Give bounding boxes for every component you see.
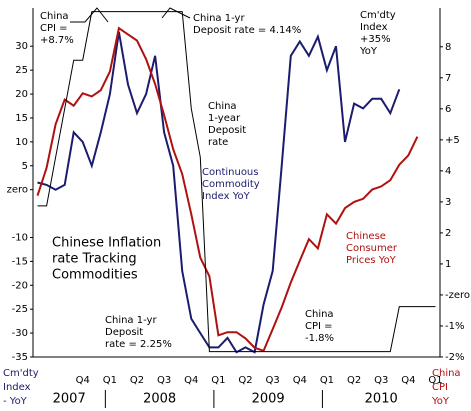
y-tick-label: -30 [12, 328, 28, 339]
y-tick-label: 15 [15, 113, 28, 124]
y2-axis-label: YoY [431, 396, 450, 407]
y-tick-label: 5 [22, 161, 28, 172]
annotation: Continuous [202, 167, 258, 178]
x-tick-label: Q4 [293, 375, 307, 386]
annotation: Chinese [346, 231, 386, 242]
annotation: rate = 2.25% [105, 339, 172, 350]
y2-tick-label: -2% [445, 352, 464, 363]
y-tick-label: 30 [15, 41, 28, 52]
year-label: 2010 [365, 392, 398, 407]
year-label: 2007 [53, 392, 86, 407]
annotation: Deposit [208, 125, 246, 136]
year-label: 2008 [143, 392, 176, 407]
x-tick-label: Q1 [320, 375, 334, 386]
annotation: China [208, 101, 237, 112]
annotation: Index YoY [202, 191, 251, 202]
y-tick-label: 25 [15, 65, 28, 76]
y2-axis-label: China [432, 368, 461, 379]
annotation: Prices YoY [346, 255, 397, 266]
y2-tick-label: 6 [445, 104, 451, 115]
x-tick-label: Q1 [428, 375, 442, 386]
y-tick-label: -15 [12, 256, 28, 267]
annotation: China [40, 11, 69, 22]
y2-tick-label: -zero [445, 290, 470, 301]
annotation: China [305, 309, 334, 320]
annotation: China 1-yr [193, 13, 245, 24]
x-tick-label: Q2 [347, 375, 361, 386]
x-tick-label: Q2 [238, 375, 252, 386]
annotation: Chinese Inflation [52, 236, 161, 251]
annotation: YoY [359, 46, 378, 57]
series-line [37, 31, 401, 354]
annotation: +35% [360, 34, 391, 45]
y2-tick-label: 2 [445, 228, 451, 239]
annotation: Deposit [105, 327, 143, 338]
callout-leader [161, 7, 191, 19]
annotation: +8.7% [40, 35, 74, 46]
y-tick-label: -25 [12, 304, 28, 315]
annotation: Commodity [202, 179, 260, 190]
x-tick-label: Q3 [157, 375, 171, 386]
annotation: rate [208, 137, 228, 148]
x-tick-label: Q4 [76, 375, 90, 386]
annotation: CPI = [40, 23, 68, 34]
x-tick-label: Q2 [130, 375, 144, 386]
x-tick-label: Q3 [266, 375, 280, 386]
y-tick-label: -10 [12, 232, 28, 243]
y-tick-label: -35 [12, 352, 28, 363]
y2-tick-label: 8 [445, 42, 451, 53]
year-label: 2009 [252, 392, 285, 407]
y-tick-label: 20 [15, 89, 28, 100]
x-tick-label: Q1 [103, 375, 117, 386]
y-tick-label: -20 [12, 280, 28, 291]
y2-tick-label: 7 [445, 73, 451, 84]
y2-axis-label: CPI [432, 382, 448, 393]
y2-tick-label: 3 [445, 197, 451, 208]
annotation: CPI = [305, 321, 333, 332]
x-tick-label: Q4 [401, 375, 415, 386]
y-tick-label: zero [7, 185, 28, 196]
annotation: Cm'dty [360, 10, 396, 21]
y2-tick-label: -1% [445, 321, 464, 332]
series-line [37, 11, 436, 353]
x-tick-label: Q4 [184, 375, 198, 386]
annotation: Deposit rate = 4.14% [193, 25, 301, 36]
annotation: -1.8% [305, 333, 334, 344]
callout-leader [70, 7, 109, 23]
y-axis-label: Index [3, 382, 31, 393]
annotation: Consumer [346, 243, 398, 254]
y-tick-label: 10 [15, 137, 28, 148]
series-line [36, 26, 419, 353]
y-axis-label: - YoY [3, 396, 28, 407]
annotation: Commodities [52, 268, 138, 283]
y2-tick-label: 4 [445, 166, 451, 177]
y-axis-label: Cm'dty [3, 368, 39, 379]
y2-tick-label: +5 [445, 135, 460, 146]
annotation: 1-year [208, 113, 241, 124]
annotation: Index [360, 22, 388, 33]
annotation: rate Tracking [52, 252, 137, 267]
x-tick-label: Q1 [211, 375, 225, 386]
x-tick-label: Q3 [374, 375, 388, 386]
y2-tick-label: 1 [445, 259, 451, 270]
annotation: China 1-yr [105, 315, 157, 326]
